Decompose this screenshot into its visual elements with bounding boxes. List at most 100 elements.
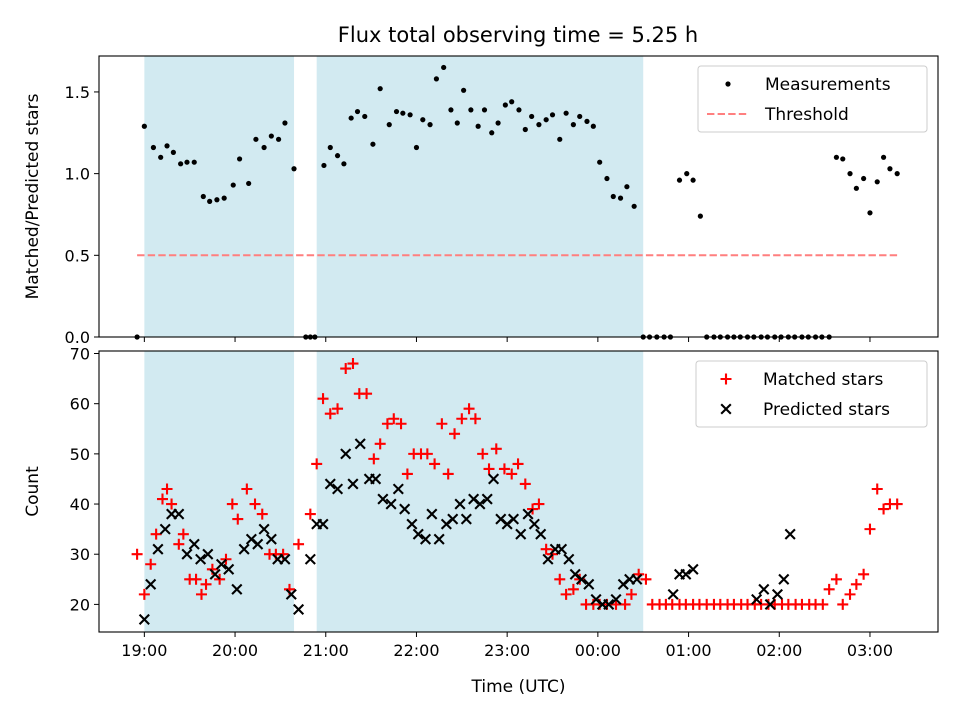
data-point — [575, 573, 588, 585]
data-point — [195, 553, 207, 565]
data-point — [249, 498, 261, 510]
data-point — [420, 117, 426, 123]
data-point — [427, 122, 433, 128]
data-point — [624, 184, 630, 190]
axes-frame — [98, 350, 939, 633]
data-point — [419, 533, 432, 545]
data-point — [164, 143, 170, 149]
data-point — [324, 478, 336, 490]
data-point — [554, 573, 566, 585]
legend: Matched stars Predicted stars — [695, 360, 928, 428]
data-point — [413, 144, 420, 151]
data-point — [522, 508, 534, 520]
data-point — [209, 568, 221, 580]
y-tick-label: 1.0 — [65, 165, 90, 184]
y-tick-label: 40 — [70, 495, 90, 514]
legend-handle — [725, 81, 731, 87]
data-point — [449, 428, 461, 440]
data-point — [207, 198, 213, 204]
data-point — [447, 513, 459, 525]
data-point — [347, 478, 359, 490]
count-panel: 20 30 40 50 60 70 19:00 20:00 21:00 22:00 23:00 00:… — [23, 345, 939, 697]
data-point — [258, 523, 270, 535]
data-point — [490, 443, 502, 455]
data-point — [874, 179, 880, 185]
data-point — [256, 508, 268, 520]
x-tick-label: 21:00 — [303, 641, 349, 660]
data-point — [362, 113, 368, 120]
data-point — [604, 175, 610, 182]
data-point — [543, 117, 549, 123]
x-tick-label: 22:00 — [393, 641, 439, 660]
data-point — [166, 498, 178, 510]
data-point — [177, 528, 189, 540]
data-point — [512, 458, 524, 470]
data-point — [401, 468, 413, 480]
x-tick-label: 19:00 — [121, 641, 167, 660]
data-point — [285, 588, 297, 600]
data-point — [156, 493, 168, 505]
data-point — [758, 583, 770, 595]
data-point — [536, 122, 542, 128]
data-point — [332, 403, 344, 415]
data-point — [436, 418, 448, 430]
data-point — [195, 588, 207, 600]
data-point — [481, 493, 493, 505]
data-point — [509, 99, 515, 105]
data-point — [533, 498, 545, 510]
data-point — [880, 154, 887, 160]
data-point — [221, 195, 227, 201]
x-tick-label: 00:00 — [575, 641, 621, 660]
data-point — [461, 87, 467, 93]
data-point — [368, 453, 380, 465]
data-point — [697, 213, 703, 219]
data-point — [441, 64, 447, 71]
data-point — [268, 133, 274, 139]
data-point — [817, 598, 829, 610]
data-point — [395, 418, 407, 430]
data-point — [412, 528, 424, 540]
data-point — [317, 518, 329, 530]
data-point — [506, 468, 518, 480]
data-point — [279, 553, 291, 565]
data-point — [495, 120, 501, 126]
data-point — [152, 543, 164, 555]
data-point — [230, 182, 236, 188]
data-point — [321, 162, 327, 169]
data-point — [563, 110, 569, 116]
data-point — [771, 588, 784, 600]
x-tick-label: 20:00 — [212, 641, 258, 660]
data-point — [374, 438, 386, 450]
data-point — [200, 578, 212, 590]
legend-handle — [720, 403, 732, 415]
data-point — [238, 543, 250, 555]
data-point — [304, 508, 316, 520]
data-point — [215, 558, 227, 570]
y-tick-label: 50 — [70, 445, 90, 464]
data-point — [170, 149, 176, 155]
data-point — [676, 177, 683, 183]
y-tick-label: 0.5 — [65, 246, 90, 265]
data-point — [529, 113, 535, 120]
data-point — [454, 120, 460, 126]
data-point — [583, 578, 595, 590]
data-point — [385, 498, 397, 510]
legend-label: Measurements — [765, 75, 891, 95]
data-point — [448, 107, 454, 113]
x-axis-label: Time (UTC) — [471, 677, 566, 697]
data-point — [570, 122, 576, 128]
data-point — [399, 503, 411, 515]
series-measurements — [134, 64, 900, 340]
data-point — [477, 448, 489, 460]
data-point — [460, 513, 472, 525]
data-point — [426, 508, 438, 520]
data-point — [858, 568, 870, 580]
axes-frame — [98, 55, 939, 338]
data-point — [475, 123, 481, 129]
data-point — [861, 175, 867, 182]
data-point — [232, 513, 244, 525]
data-point — [178, 161, 184, 167]
data-point — [341, 161, 347, 167]
legend-label: Matched stars — [763, 370, 883, 390]
